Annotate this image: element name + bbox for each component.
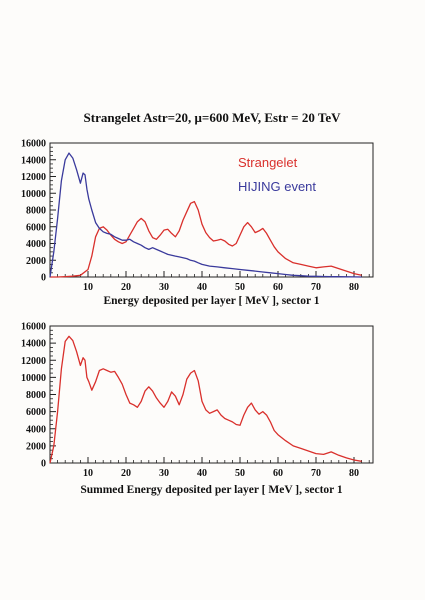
y-tick-label: 14000 <box>21 339 46 350</box>
x-tick-label: 30 <box>159 468 169 479</box>
x-axis-title: Energy deposited per layer [ MeV ], sect… <box>103 295 319 307</box>
y-tick-label: 16000 <box>21 322 46 333</box>
legend-entry-hijing-event: HIJING event <box>238 179 316 194</box>
figure-title: Strangelet Astr=20, μ=600 MeV, Estr = 20… <box>84 110 342 125</box>
y-tick-label: 12000 <box>21 172 46 183</box>
y-tick-label: 6000 <box>26 407 46 418</box>
x-tick-label: 60 <box>273 282 283 293</box>
plot-frame <box>49 325 374 464</box>
x-tick-label: 70 <box>311 468 321 479</box>
y-tick-label: 14000 <box>21 155 46 166</box>
plot-frame <box>49 142 374 278</box>
y-tick-label: 0 <box>41 273 46 284</box>
x-tick-label: 70 <box>311 282 321 293</box>
series-line-hijing-event <box>49 152 362 278</box>
x-tick-label: 50 <box>235 282 245 293</box>
chart-1: 0 2000 4000 6000 8000 10000 12000 14000 16000 10 2… <box>21 139 374 307</box>
x-tick-label: 50 <box>235 468 245 479</box>
y-tick-label: 12000 <box>21 356 46 367</box>
chart-2: 0 2000 4000 6000 8000 10000 12000 14000 16000 10 2… <box>21 322 374 496</box>
y-tick-label: 0 <box>41 459 46 470</box>
x-tick-label: 20 <box>121 468 131 479</box>
x-tick-label: 10 <box>83 468 93 479</box>
y-tick-label: 10000 <box>21 373 46 384</box>
series-line-summed <box>49 335 362 464</box>
x-tick-label: 40 <box>197 468 207 479</box>
x-tick-label: 20 <box>121 282 131 293</box>
y-tick-label: 6000 <box>26 222 46 233</box>
charts-layer: 0 2000 4000 6000 8000 10000 12000 14000 16000 10 2… <box>21 139 374 496</box>
x-tick-label: 80 <box>349 282 359 293</box>
y-tick-label: 8000 <box>26 206 46 217</box>
y-tick-label: 10000 <box>21 189 46 200</box>
x-tick-label: 80 <box>349 468 359 479</box>
x-tick-label: 30 <box>159 282 169 293</box>
y-tick-label: 4000 <box>26 424 46 435</box>
y-tick-label: 8000 <box>26 390 46 401</box>
x-tick-label: 60 <box>273 468 283 479</box>
y-tick-label: 4000 <box>26 239 46 250</box>
y-tick-label: 2000 <box>26 441 46 452</box>
x-axis-title: Summed Energy deposited per layer [ MeV … <box>80 484 343 496</box>
series-line-strangelet <box>50 200 362 278</box>
y-tick-label: 16000 <box>21 139 46 150</box>
x-tick-label: 40 <box>197 282 207 293</box>
legend-entry-strangelet: Strangelet <box>238 155 298 170</box>
y-tick-label: 2000 <box>26 256 46 267</box>
x-tick-label: 10 <box>83 282 93 293</box>
